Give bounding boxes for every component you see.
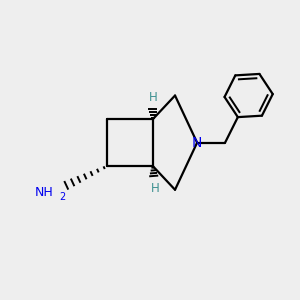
Text: H: H (151, 182, 160, 194)
Text: H: H (148, 91, 157, 104)
Text: NH: NH (34, 186, 53, 199)
Text: N: N (192, 136, 202, 150)
Text: 2: 2 (59, 192, 66, 202)
